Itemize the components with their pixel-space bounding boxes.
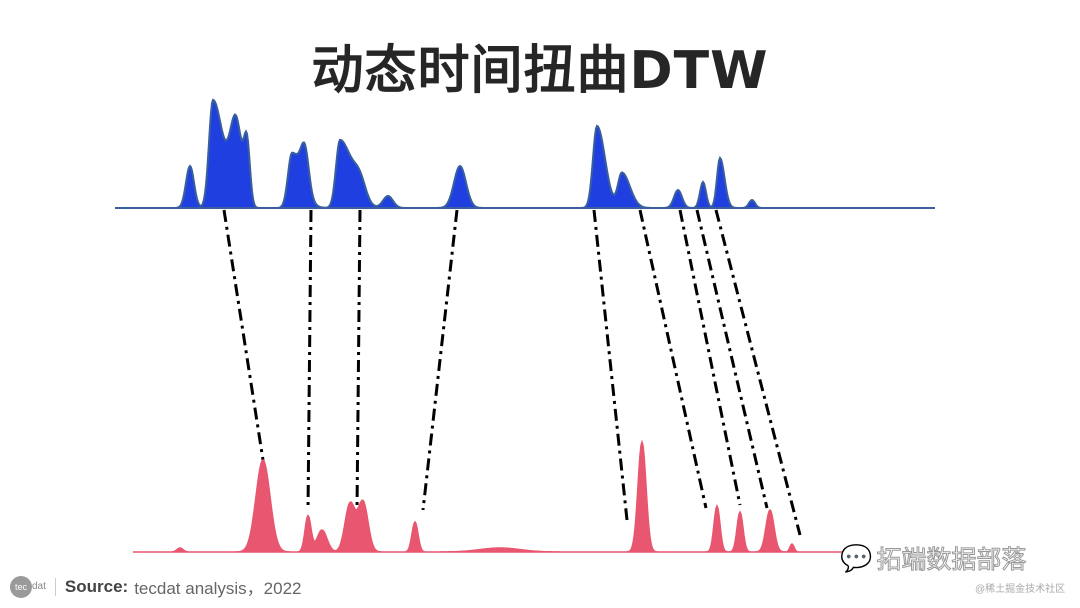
- alignment-line: [678, 209, 742, 506]
- source-label: Source:: [64, 576, 129, 596]
- alignment-line: [306, 209, 313, 511]
- watermark: 💬 拓端数据部落: [840, 540, 1027, 576]
- footer: tec dat Source: tecdat analysis，2022: [10, 574, 301, 599]
- watermark-text: 拓端数据部落: [876, 545, 1027, 575]
- watermark-sub: @稀土掘金技术社区: [975, 584, 1066, 595]
- wechat-icon: 💬: [840, 542, 873, 573]
- alignment-line: [355, 209, 362, 511]
- bottom-time-series: [133, 439, 870, 553]
- alignment-line: [638, 209, 708, 509]
- alignment-line: [695, 209, 769, 509]
- alignment-line: [222, 209, 265, 461]
- alignment-line: [421, 209, 459, 511]
- page-title: 动态时间扭曲DTW: [311, 41, 769, 101]
- tecdat-logo: tec dat: [10, 575, 46, 598]
- source-text: tecdat analysis，2022: [134, 579, 302, 598]
- alignment-line: [592, 209, 629, 521]
- top-time-series: [115, 98, 935, 209]
- divider: [54, 577, 56, 596]
- alignment-line: [714, 209, 802, 536]
- alignment-lines: [222, 209, 802, 536]
